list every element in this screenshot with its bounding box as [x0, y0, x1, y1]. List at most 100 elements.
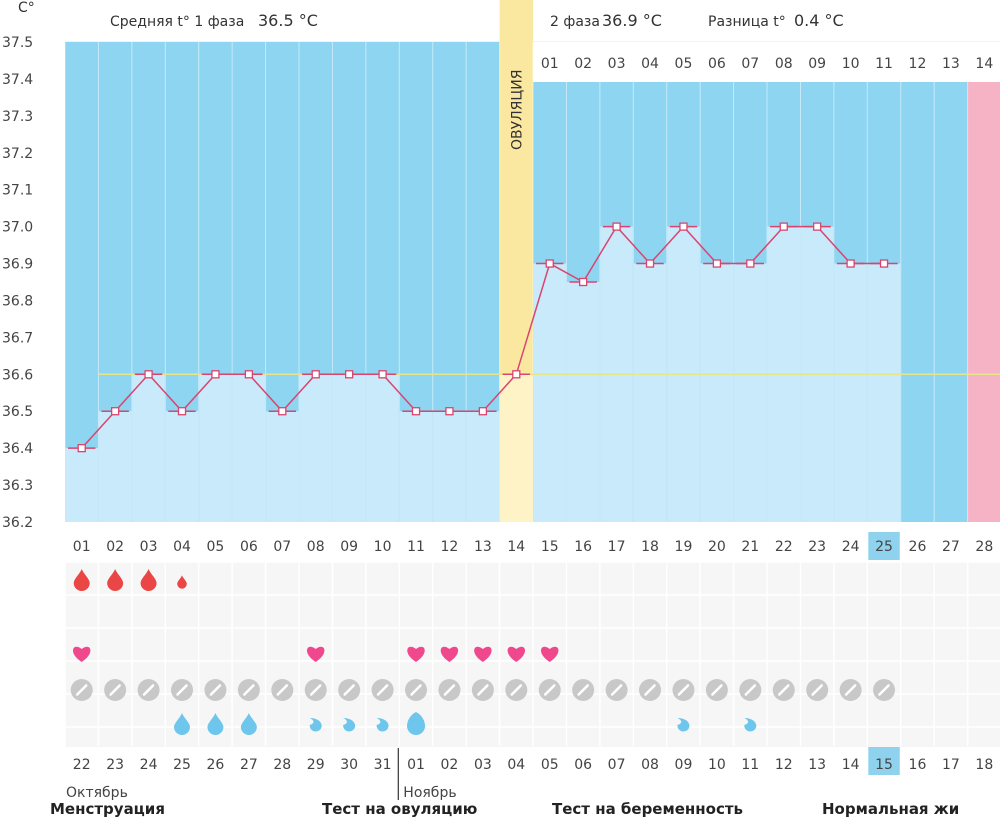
temperature-point[interactable]: [144, 370, 153, 379]
today-highlight: [868, 532, 900, 560]
temperature-column: [466, 411, 500, 522]
temperature-point[interactable]: [110, 407, 120, 416]
temperature-column: [165, 411, 199, 522]
mucus-egg-white-icon: [407, 712, 426, 735]
temperature-column: [199, 374, 232, 522]
temperature-point[interactable]: [545, 259, 554, 268]
y-axis-unit: C°: [18, 0, 35, 16]
temperature-point[interactable]: [813, 222, 822, 231]
temperature-point[interactable]: [846, 259, 855, 268]
temperature-point[interactable]: [612, 222, 621, 231]
legend-ovulation-test[interactable]: Тест на овуляцию: [322, 800, 478, 818]
calendar-date-label: 06: [574, 757, 592, 773]
temperature-point[interactable]: [679, 222, 688, 231]
heart-icon: [440, 646, 459, 662]
cycle-day-label: 24: [842, 539, 860, 555]
y-tick-label: 37.0: [2, 220, 33, 236]
calendar-date-label: 24: [140, 757, 158, 773]
temperature-point[interactable]: [779, 222, 788, 231]
luteal-day-label: 14: [975, 56, 993, 72]
temperature-point[interactable]: [345, 370, 354, 379]
temperature-point[interactable]: [746, 259, 755, 268]
cycle-day-label: 14: [507, 539, 525, 555]
temperature-point[interactable]: [879, 259, 889, 268]
y-tick-label: 36.5: [2, 404, 33, 420]
expected-period-column: [967, 42, 1000, 522]
luteal-day-label: 13: [942, 56, 960, 72]
temperature-column: [533, 263, 566, 522]
test-icon-slash: [644, 684, 656, 696]
temperature-point[interactable]: [445, 407, 454, 416]
menstruation-heavy-icon: [107, 569, 124, 591]
cycle-day-label: 23: [808, 539, 826, 555]
cycle-day-label: 07: [273, 539, 291, 555]
today-date-highlight: [868, 747, 900, 775]
temperature-point[interactable]: [278, 407, 287, 416]
temperature-column: [633, 263, 667, 522]
luteal-day-label: 02: [574, 56, 592, 72]
temperature-column: [399, 411, 433, 522]
temperature-point[interactable]: [645, 259, 655, 268]
diff-label: Разница t°: [708, 14, 786, 30]
mucus-creamy-icon: [309, 718, 322, 732]
calendar-date-label: 05: [541, 757, 559, 773]
test-icon-slash: [376, 684, 389, 696]
temperature-column: [700, 263, 734, 522]
mucus-drop-icon: [207, 713, 224, 735]
cycle-day-label: 16: [574, 539, 592, 555]
luteal-day-label: 12: [909, 56, 927, 72]
calendar-date-label: 14: [842, 757, 860, 773]
mucus-creamy-icon: [343, 718, 356, 732]
legend-normal[interactable]: Нормальная жи: [822, 800, 960, 818]
temperature-column: [500, 374, 533, 522]
test-icon-slash: [610, 684, 623, 696]
calendar-date-label: 01: [407, 757, 425, 773]
luteal-day-label: 09: [808, 56, 826, 72]
calendar-date-label: 16: [909, 757, 927, 773]
temperature-point[interactable]: [77, 444, 86, 453]
y-tick-label: 37.5: [2, 35, 33, 51]
test-icon-slash: [811, 684, 823, 696]
cycle-day-label: 13: [474, 539, 492, 555]
cycle-day-label: 26: [909, 539, 927, 555]
temperature-point[interactable]: [311, 370, 320, 379]
test-icon-slash: [443, 684, 456, 696]
temperature-point[interactable]: [177, 407, 187, 416]
cycle-day-label: 08: [307, 539, 325, 555]
legend-pregnancy-test[interactable]: Тест на беременность: [552, 800, 744, 818]
calendar-date-label: 10: [708, 757, 726, 773]
test-icon-slash: [878, 684, 890, 696]
temperature-point[interactable]: [244, 370, 254, 379]
heart-icon: [72, 646, 91, 662]
phase1-value: 36.5 °C: [258, 11, 318, 30]
y-tick-label: 37.3: [2, 109, 33, 125]
calendar-date-label: 09: [675, 757, 693, 773]
bbt-chart: C° Средняя t° 1 фаза 36.5 °C 2 фаза 36.9…: [2, 0, 1000, 800]
calendar-date-label: 15: [875, 757, 893, 773]
luteal-day-label: 08: [775, 56, 793, 72]
cycle-day-label: 12: [441, 539, 459, 555]
temperature-column: [867, 263, 901, 522]
temperature-point[interactable]: [579, 277, 588, 287]
luteal-day-label: 03: [608, 56, 626, 72]
temperature-point[interactable]: [478, 407, 488, 416]
legend-menstruation[interactable]: Менструация: [50, 800, 165, 818]
test-icon-slash: [844, 684, 857, 696]
temperature-point[interactable]: [411, 407, 421, 416]
test-icon-slash: [577, 684, 589, 696]
temperature-column: [299, 374, 332, 522]
y-tick-label: 37.2: [2, 146, 33, 162]
temperature-point[interactable]: [378, 370, 387, 379]
temperature-point[interactable]: [211, 370, 220, 379]
y-tick-label: 36.2: [2, 515, 33, 531]
test-icon-slash: [510, 684, 523, 696]
test-icon-slash: [176, 684, 188, 696]
temperature-point[interactable]: [512, 370, 521, 379]
mucus-creamy-icon: [677, 718, 690, 732]
y-tick-label: 36.7: [2, 330, 33, 346]
menstruation-heavy-icon: [140, 569, 157, 591]
y-tick-label: 36.8: [2, 293, 33, 309]
cycle-day-label: 20: [708, 539, 726, 555]
temperature-point[interactable]: [712, 259, 722, 268]
diff-value: 0.4 °C: [794, 11, 844, 30]
